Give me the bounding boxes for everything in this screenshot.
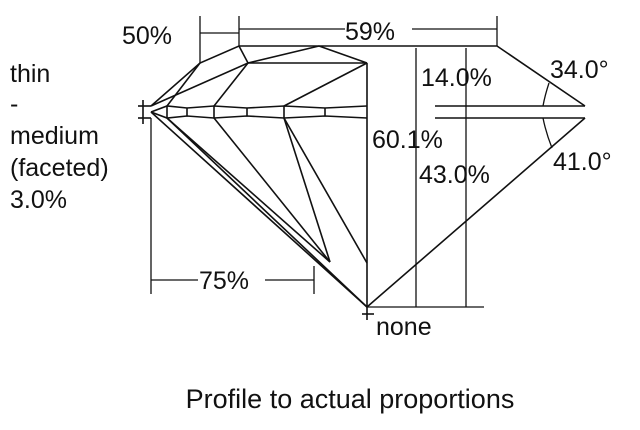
dimension-lines bbox=[150, 16, 553, 308]
pavilion-depth-label: 43.0% bbox=[419, 161, 490, 189]
table-label: 59% bbox=[345, 18, 395, 46]
girdle-percent-label: 3.0% bbox=[10, 186, 67, 214]
girdle-thin-label: thin bbox=[10, 60, 50, 88]
diamond-outline bbox=[138, 45, 586, 320]
lower-half-label: 75% bbox=[199, 267, 249, 295]
culet-label: none bbox=[376, 313, 432, 341]
girdle-dash-label: - bbox=[10, 90, 18, 118]
pavilion-angle-label: 41.0° bbox=[553, 148, 612, 176]
girdle-medium-label: medium bbox=[10, 122, 99, 150]
star-length-label: 50% bbox=[122, 22, 172, 50]
crown-angle-label: 34.0° bbox=[550, 56, 609, 84]
crown-height-label: 14.0% bbox=[421, 64, 492, 92]
total-depth-label: 60.1% bbox=[372, 126, 443, 154]
measurement-labels: 50% 59% thin - medium (faceted) 3.0% 14.… bbox=[10, 18, 612, 341]
caption: Profile to actual proportions bbox=[186, 384, 515, 414]
girdle-faceted-label: (faceted) bbox=[10, 154, 109, 182]
